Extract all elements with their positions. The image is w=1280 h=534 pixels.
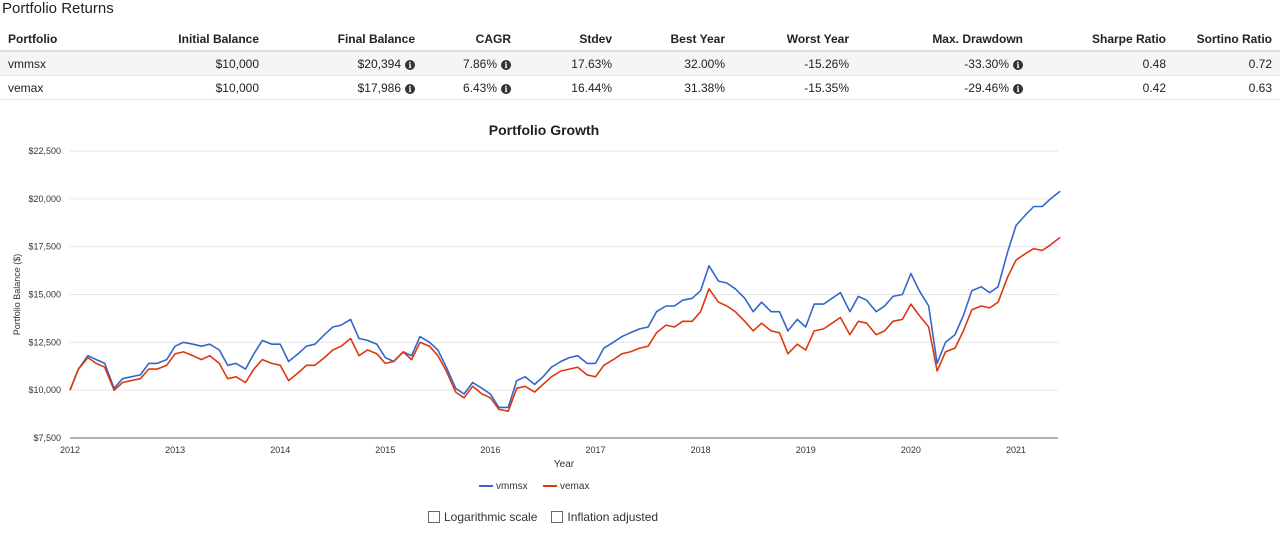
x-tick-label: 2016 (480, 445, 500, 455)
x-axis-label: Year (554, 459, 575, 470)
series-line-vemax (69, 236, 1061, 413)
inflation-adjusted-checkbox[interactable] (551, 511, 564, 523)
col-initial-balance: Initial Balance (131, 27, 267, 52)
x-tick-label: 2012 (60, 445, 80, 455)
inflation-adjusted-toggle[interactable]: Inflation adjusted (551, 510, 658, 524)
cell-value: 7.86% (462, 56, 497, 71)
col-portfolio: Portfolio (0, 27, 131, 52)
cell-value: -33.30% (964, 56, 1009, 71)
col-worst-year: Worst Year (733, 27, 857, 52)
cell-initial-balance: $10,000 (131, 51, 267, 76)
cell-value: -29.46% (964, 80, 1009, 95)
cell-final-balance: $17,986 i (267, 75, 423, 100)
col-best-year: Best Year (620, 27, 733, 52)
log-scale-label: Logarithmic scale (444, 510, 538, 524)
x-tick-label: 2021 (1006, 445, 1026, 455)
inflation-adjusted-label: Inflation adjusted (567, 510, 659, 524)
cell-cagr: 6.43% i (423, 75, 519, 100)
legend-label-vmmsx: vmmsx (496, 481, 528, 492)
cell-sortino-ratio: 0.63 (1174, 75, 1280, 100)
col-cagr: CAGR (423, 27, 519, 52)
cell-max-drawdown: -29.46% i (857, 75, 1031, 100)
cell-max-drawdown: -33.30% i (857, 51, 1031, 76)
info-circle-icon[interactable]: i (1013, 83, 1023, 94)
cell-worst-year: -15.35% (733, 75, 857, 100)
x-tick-label: 2020 (901, 445, 921, 455)
info-circle-icon[interactable]: i (405, 83, 415, 94)
cell-stdev: 17.63% (519, 51, 620, 76)
cell-cagr: 7.86% i (423, 51, 519, 76)
log-scale-toggle[interactable]: Logarithmic scale (428, 510, 537, 524)
cell-portfolio: vmmsx (0, 51, 131, 76)
x-tick-label: 2019 (796, 445, 816, 455)
section-title: Portfolio Returns (2, 0, 114, 17)
x-tick-label: 2014 (270, 445, 290, 455)
table-row: vemax $10,000 $17,986 i 6.43% i 16.44% 31.… (0, 75, 1280, 100)
info-circle-icon[interactable]: i (501, 83, 511, 94)
info-circle-icon[interactable]: i (1013, 59, 1023, 70)
y-tick-label: $7,500 (33, 433, 61, 443)
cell-stdev: 16.44% (519, 75, 620, 100)
y-tick-label: $20,000 (28, 194, 61, 204)
cell-value: $17,986 (357, 80, 401, 95)
y-axis-label: Portfolio Balance ($) (12, 254, 22, 336)
cell-initial-balance: $10,000 (131, 75, 267, 100)
x-tick-label: 2013 (165, 445, 185, 455)
cell-best-year: 31.38% (620, 75, 733, 100)
info-circle-icon[interactable]: i (405, 59, 415, 70)
cell-sharpe-ratio: 0.48 (1031, 51, 1174, 76)
chart-options: Logarithmic scale Inflation adjusted (428, 510, 658, 524)
x-tick-label: 2018 (691, 445, 711, 455)
col-final-balance: Final Balance (267, 27, 423, 52)
col-sharpe-ratio: Sharpe Ratio (1031, 27, 1174, 52)
table-header-row: Portfolio Initial Balance Final Balance … (0, 27, 1280, 52)
portfolio-growth-chart: Portfolio Growth $7,500 $10,000 $12,500 $15,… (12, 122, 1061, 492)
info-circle-icon[interactable]: i (501, 59, 511, 70)
cell-sharpe-ratio: 0.42 (1031, 75, 1174, 100)
x-tick-label: 2015 (375, 445, 395, 455)
log-scale-checkbox[interactable] (428, 511, 440, 523)
cell-worst-year: -15.26% (733, 51, 857, 76)
cell-final-balance: $20,394 i (267, 51, 423, 76)
y-tick-label: $15,000 (28, 290, 61, 300)
col-max-drawdown: Max. Drawdown (857, 27, 1031, 52)
col-sortino-ratio: Sortino Ratio (1174, 27, 1280, 52)
y-tick-label: $12,500 (28, 337, 61, 347)
chart-title: Portfolio Growth (489, 122, 599, 138)
series-line-vmmsx (69, 190, 1061, 409)
y-tick-label: $17,500 (28, 242, 61, 252)
legend-label-vemax: vemax (560, 481, 589, 492)
cell-value: 6.43% (462, 80, 497, 95)
cell-portfolio: vemax (0, 75, 131, 100)
cell-best-year: 32.00% (620, 51, 733, 76)
portfolio-returns-table: Portfolio Initial Balance Final Balance … (0, 27, 1280, 100)
cell-sortino-ratio: 0.72 (1174, 51, 1280, 76)
col-stdev: Stdev (519, 27, 620, 52)
y-tick-label: $10,000 (28, 385, 61, 395)
y-tick-label: $22,500 (28, 146, 61, 156)
table-row: vmmsx $10,000 $20,394 i 7.86% i 17.63% 32.… (0, 51, 1280, 76)
x-tick-label: 2017 (586, 445, 606, 455)
cell-value: $20,394 (357, 56, 401, 71)
